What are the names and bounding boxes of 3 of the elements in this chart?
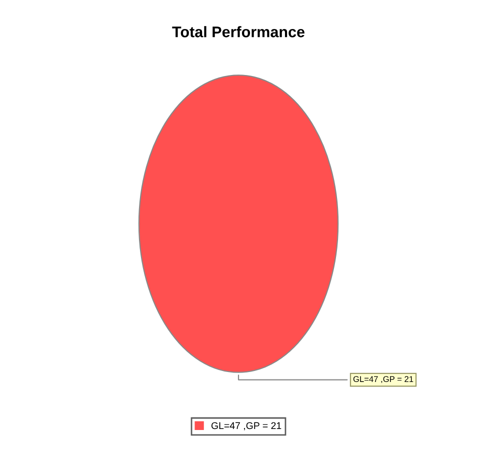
slice-label: GL=47 ,GP = 21	[353, 376, 414, 384]
legend-label: GL=47 ,GP = 21	[211, 422, 282, 430]
chart-title: Total Performance	[172, 26, 304, 38]
